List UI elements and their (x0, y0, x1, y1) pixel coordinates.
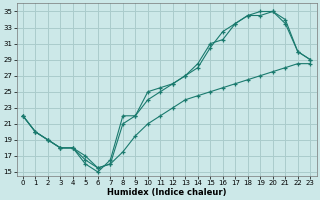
X-axis label: Humidex (Indice chaleur): Humidex (Indice chaleur) (107, 188, 226, 197)
